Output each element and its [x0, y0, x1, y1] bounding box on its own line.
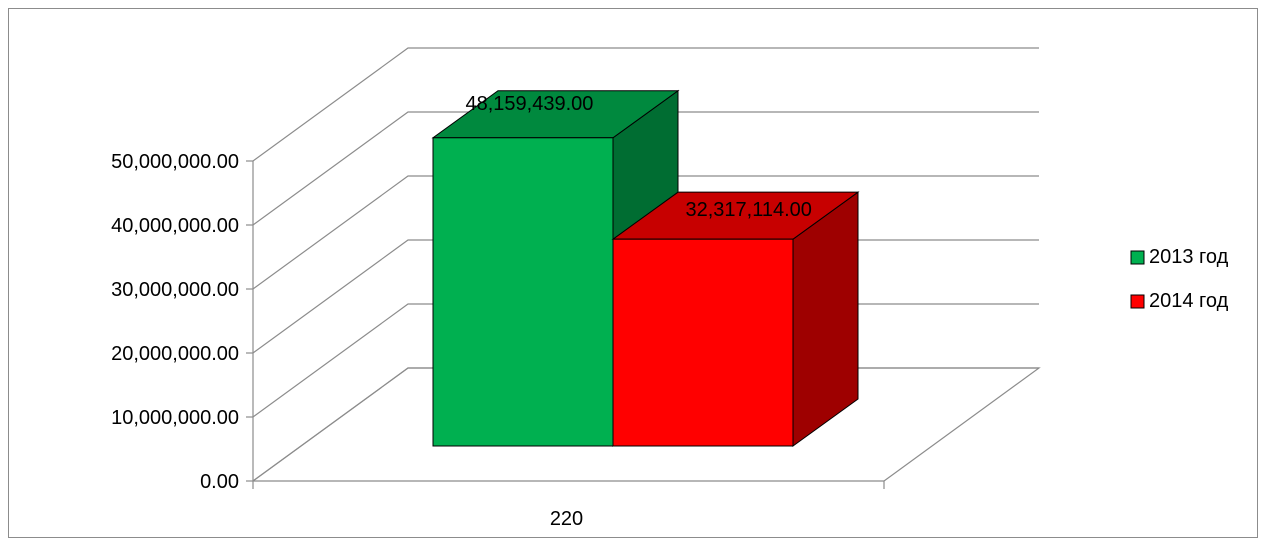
bar-front-2 — [612, 238, 794, 447]
legend-swatch-2 — [1130, 294, 1145, 309]
bar-front-1 — [432, 137, 614, 447]
data-label-2: 32,317,114.00 — [686, 199, 812, 221]
gridline — [252, 111, 1039, 226]
y-tick-label: 0.00 — [200, 471, 239, 493]
legend-swatch-1 — [1130, 250, 1145, 265]
y-tick-label: 40,000,000.00 — [111, 215, 239, 237]
legend-label-1: 2013 год — [1149, 246, 1229, 268]
legend: 2013 год 2014 год — [1130, 246, 1229, 312]
y-tick-label: 30,000,000.00 — [111, 279, 239, 301]
legend-label-2: 2014 год — [1149, 290, 1229, 312]
bars — [431, 89, 860, 447]
gridline — [252, 175, 1039, 290]
x-category-label: 220 — [550, 508, 583, 530]
y-tick-label: 20,000,000.00 — [111, 343, 239, 365]
gridline — [252, 47, 1039, 162]
labels: 48,159,439.00 32,317,114.00 — [466, 93, 812, 221]
data-label-1: 48,159,439.00 — [466, 93, 594, 115]
y-tick-label: 10,000,000.00 — [111, 407, 239, 429]
y-tick-label: 50,000,000.00 — [111, 151, 239, 173]
axes: 0.00 10,000,000.00 20,000,000.00 30,000,000… — [111, 151, 885, 530]
